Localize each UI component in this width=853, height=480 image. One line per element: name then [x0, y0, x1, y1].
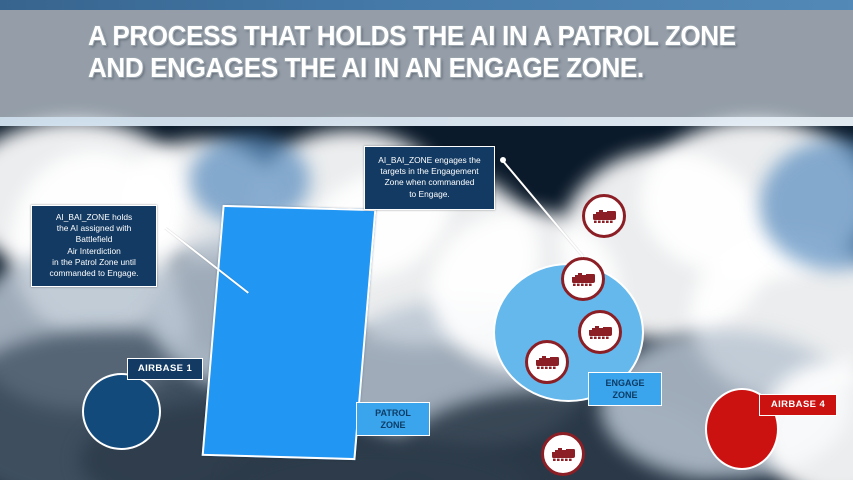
header-top-stripe [0, 0, 853, 10]
callout-line: to Engage. [409, 188, 450, 199]
callout-line: AI_BAI_ZONE holds [55, 212, 133, 222]
header-overlay [0, 0, 853, 126]
factory-icon [587, 324, 613, 340]
header-bottom-stripe [0, 117, 853, 126]
airbase-1-label: AIRBASE 1 [127, 358, 203, 380]
patrol-zone-label: PATROL ZONE [356, 402, 430, 436]
patrol-zone-shape[interactable] [201, 204, 377, 461]
target-icon-4[interactable] [525, 340, 569, 384]
patrol-zone-label-line1: PATROL [375, 408, 411, 418]
callout-line: commanded to Engage. [49, 268, 139, 279]
callout-line: Air Interdiction [67, 245, 121, 256]
callout-line: targets in the Engagement [380, 166, 479, 177]
page-title: A PROCESS THAT HOLDS THE AI IN A PATROL … [88, 20, 736, 83]
target-icon-1[interactable] [582, 194, 626, 238]
callout-line: in the Patrol Zone until [52, 256, 136, 267]
callout-line: Battlefield [75, 234, 113, 245]
airbase-4-label: AIRBASE 4 [759, 394, 837, 416]
engage-callout-box: AI_BAI_ZONE engages the targets in the E… [364, 146, 495, 210]
engage-zone-label-line1: ENGAGE [605, 378, 645, 388]
target-icon-3[interactable] [578, 310, 622, 354]
engage-zone-label-line2: ZONE [612, 390, 638, 400]
patrol-zone-label-line2: ZONE [380, 420, 406, 430]
engage-zone-label: ENGAGE ZONE [588, 372, 662, 406]
callout-line: Zone when commanded [384, 177, 475, 188]
patrol-callout-leader-dot [161, 223, 167, 229]
factory-icon [570, 271, 596, 287]
airbase-1-marker[interactable] [82, 373, 161, 450]
patrol-callout-box: AI_BAI_ZONE holds the AI assigned with B… [31, 205, 157, 288]
factory-icon [550, 446, 576, 462]
factory-icon [591, 208, 617, 224]
target-icon-2[interactable] [561, 257, 605, 301]
callout-line: the AI assigned with [56, 223, 132, 234]
factory-icon [534, 354, 560, 370]
header-band: A PROCESS THAT HOLDS THE AI IN A PATROL … [0, 0, 853, 126]
callout-line: AI_BAI_ZONE engages the [378, 155, 481, 165]
engage-callout-leader-dot [500, 157, 506, 163]
target-icon-5[interactable] [541, 432, 585, 476]
